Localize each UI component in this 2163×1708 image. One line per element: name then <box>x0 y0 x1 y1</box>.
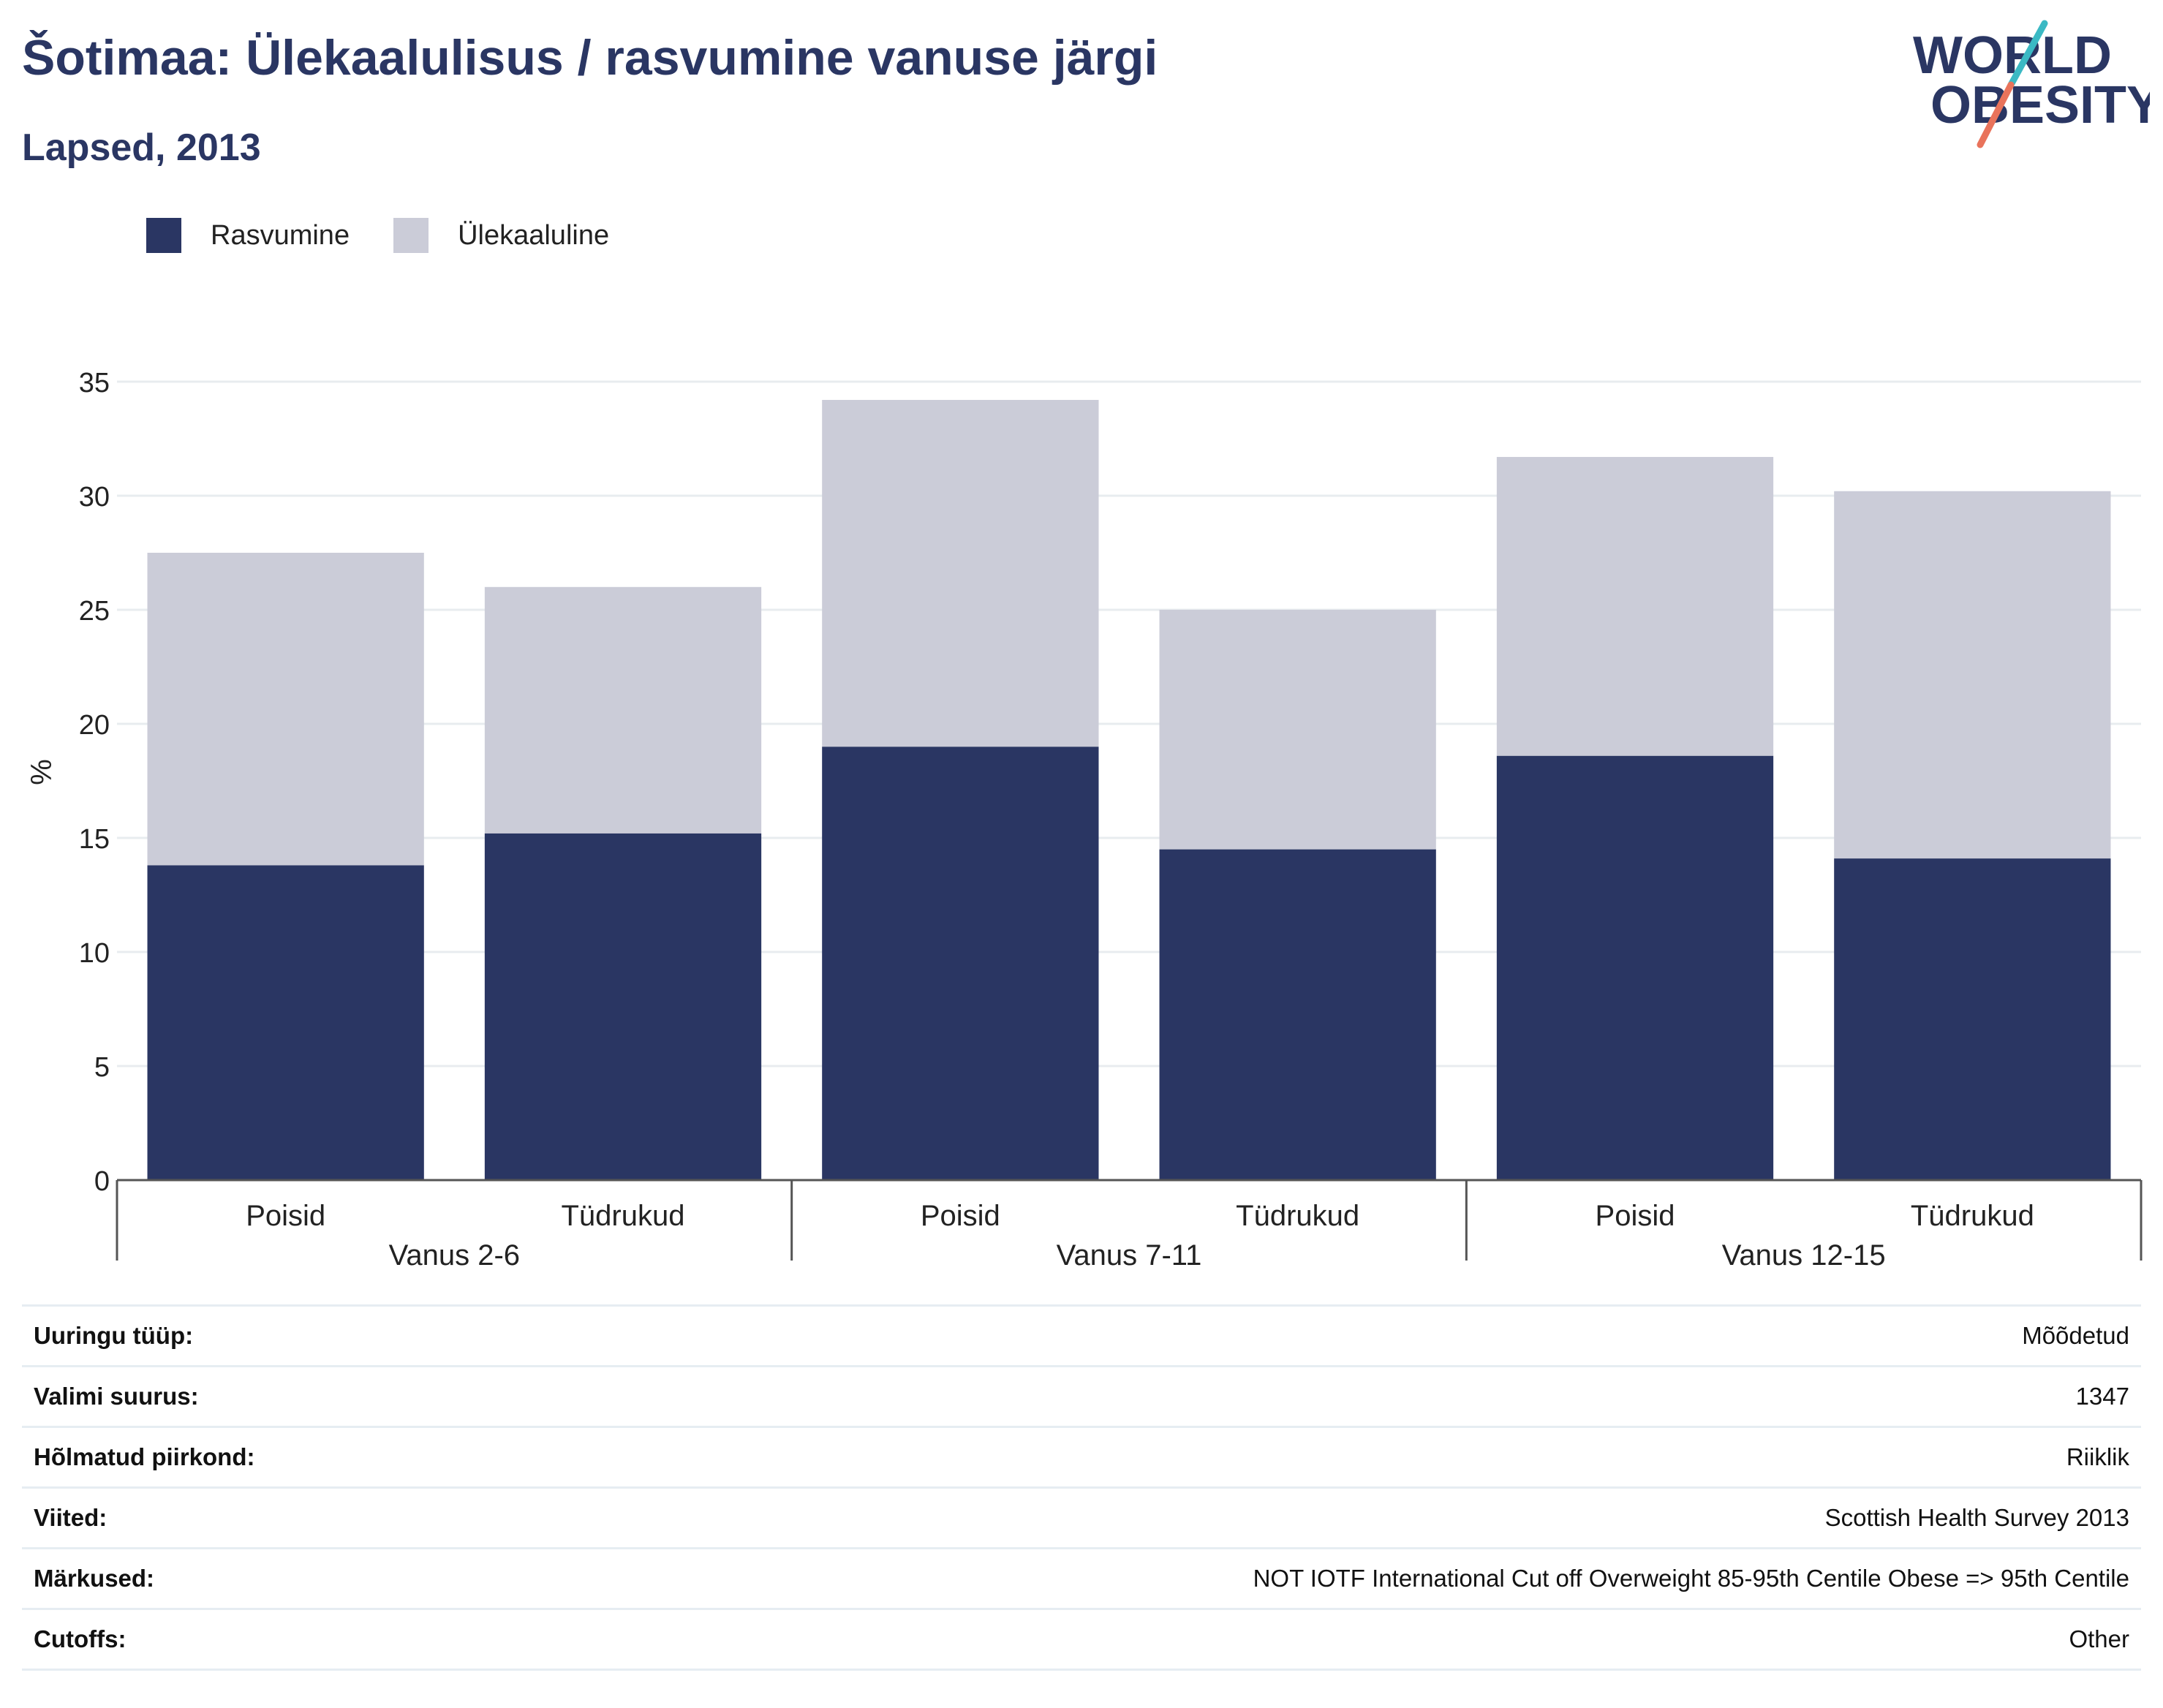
metadata-key: Märkused: <box>34 1565 155 1592</box>
bar-overweight[interactable] <box>1496 456 1774 756</box>
legend-swatch-obesity <box>146 218 181 253</box>
legend-item-overweight[interactable]: Ülekaaluline <box>393 218 609 253</box>
x-tick-label: Tüdrukud <box>1236 1200 1359 1232</box>
y-tick-label: 5 <box>94 1052 110 1083</box>
metadata-row: Cutoffs: Other <box>22 1609 2141 1670</box>
bar-obesity[interactable] <box>1496 755 1774 1180</box>
metadata-value: Mõõdetud <box>2022 1322 2129 1349</box>
metadata-row: Hõlmatud piirkond: Riiklik <box>22 1427 2141 1488</box>
y-tick-label: 15 <box>79 824 110 855</box>
chart-subtitle: Lapsed, 2013 <box>22 126 261 169</box>
logo-line-1: WORLD <box>1913 26 2112 85</box>
chart-title: Šotimaa: Ülekaalulisus / rasvumine vanus… <box>22 30 1158 86</box>
gridlines <box>117 380 2141 1068</box>
y-tick-label: 0 <box>94 1166 110 1197</box>
legend-swatch-overweight <box>393 218 429 253</box>
x-tick-label: Poisid <box>246 1200 325 1232</box>
metadata-value: NOT IOTF International Cut off Overweigh… <box>1253 1565 2129 1592</box>
metadata-table: Uuringu tüüp: Mõõdetud Valimi suurus: 1347 H… <box>22 1304 2141 1671</box>
metadata-value: 1347 <box>2075 1383 2129 1410</box>
bar-overweight[interactable] <box>484 586 762 834</box>
legend-label-obesity: Rasvumine <box>211 219 350 251</box>
bars <box>147 399 2111 1180</box>
x-group-label: Vanus 12-15 <box>1722 1239 1886 1271</box>
legend-item-obesity[interactable]: Rasvumine <box>146 218 350 253</box>
y-tick-label: 35 <box>79 368 110 398</box>
metadata-row: Märkused: NOT IOTF International Cut off … <box>22 1548 2141 1609</box>
x-tick-label: Poisid <box>921 1200 1000 1232</box>
metadata-key: Uuringu tüüp: <box>34 1322 194 1349</box>
legend-label-overweight: Ülekaaluline <box>458 219 610 251</box>
x-group-label: Vanus 7-11 <box>1057 1239 1202 1271</box>
metadata-row: Valimi suurus: 1347 <box>22 1366 2141 1427</box>
metadata-key: Hõlmatud piirkond: <box>34 1443 255 1470</box>
bar-obesity[interactable] <box>1834 858 2111 1180</box>
bar-obesity[interactable] <box>1159 849 1436 1180</box>
world-obesity-logo: WORLD OBESITY <box>1913 20 2150 148</box>
bar-overweight[interactable] <box>1834 491 2111 859</box>
metadata-key: Valimi suurus: <box>34 1383 199 1410</box>
bar-chart: 0 5 10 15 20 25 30 35 Poisid Tüdrukud Vanus 2-6 Poi… <box>26 368 2143 1271</box>
metadata-row: Viited: Scottish Health Survey 2013 <box>22 1487 2141 1549</box>
logo-line-2: OBESITY <box>1930 76 2150 135</box>
x-group-label: Vanus 2-6 <box>389 1239 520 1271</box>
bar-overweight[interactable] <box>1159 610 1436 850</box>
bar-overweight[interactable] <box>822 399 1099 747</box>
y-tick-label: 25 <box>79 596 110 627</box>
y-axis-label: % <box>26 759 58 785</box>
x-tick-label: Tüdrukud <box>1911 1200 2034 1232</box>
y-tick-label: 10 <box>79 938 110 969</box>
metadata-value: Scottish Health Survey 2013 <box>1824 1504 2129 1531</box>
metadata-value: Riiklik <box>2066 1443 2129 1470</box>
y-tick-label: 20 <box>79 710 110 741</box>
metadata-key: Viited: <box>34 1504 107 1531</box>
chart-legend: Rasvumine Ülekaaluline <box>146 216 653 255</box>
axes: 0 5 10 15 20 25 30 35 Poisid Tüdrukud Vanus 2-6 Poi… <box>79 368 2143 1271</box>
y-tick-label: 30 <box>79 482 110 513</box>
metadata-row: Uuringu tüüp: Mõõdetud <box>22 1305 2141 1367</box>
metadata-key: Cutoffs: <box>34 1625 127 1652</box>
bar-overweight[interactable] <box>147 553 424 866</box>
bar-obesity[interactable] <box>822 747 1099 1180</box>
x-tick-label: Tüdrukud <box>562 1200 685 1232</box>
metadata-value: Other <box>2069 1625 2129 1652</box>
x-tick-label: Poisid <box>1596 1200 1675 1232</box>
bar-obesity[interactable] <box>147 865 424 1180</box>
bar-obesity[interactable] <box>484 833 762 1180</box>
